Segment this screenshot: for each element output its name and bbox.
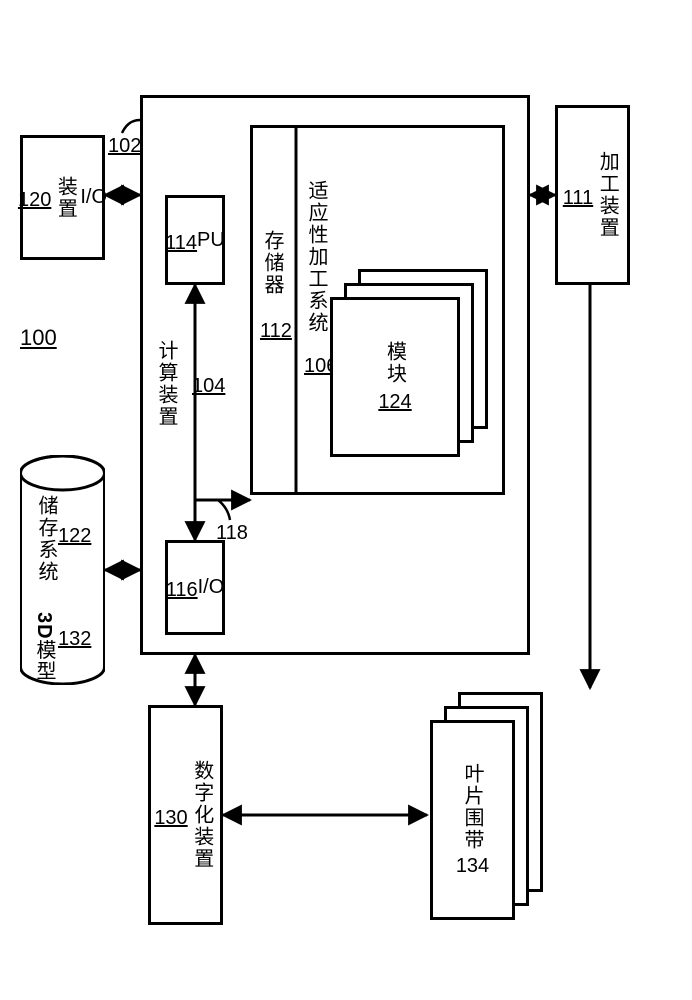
model-3d-prefix: 3D [33, 612, 55, 640]
pu-box: PU 114 [165, 195, 225, 285]
ref-122: 122 [58, 525, 91, 548]
figure-ref-100: 100 [20, 325, 57, 351]
digitizer-label: 数字化装置 [188, 760, 217, 870]
blade-label: 叶片围带 [458, 763, 487, 851]
digitizer-box: 数字化装置 130 [148, 705, 223, 925]
ref-116: 116 [166, 579, 198, 602]
ref-124: 124 [378, 391, 411, 414]
adaptive-system-label: 适应性加工系统 [302, 180, 331, 334]
ref-134: 134 [456, 855, 489, 878]
io-internal-box: I/O 116 [165, 540, 225, 635]
ref-118: 118 [216, 522, 248, 545]
processing-device-box: 加工装置 111 [555, 105, 630, 285]
io-device-label1: I/O [80, 186, 107, 209]
model-3d-label: 模型 [33, 640, 55, 682]
ref-130: 130 [154, 807, 187, 830]
processing-device-label: 加工装置 [593, 151, 622, 239]
ref-102: 102 [108, 135, 141, 158]
computing-device-label: 计算装置 [152, 340, 181, 428]
io-device-box: I/O 装置 120 [20, 135, 105, 260]
ref-120: 120 [18, 189, 51, 212]
memory-label: 存储器 [258, 230, 287, 296]
ref-114: 114 [165, 232, 197, 255]
ref-112: 112 [260, 320, 292, 343]
ref-132: 132 [58, 628, 91, 651]
pu-label: PU [197, 229, 225, 252]
ref-111: 111 [563, 187, 593, 210]
io-internal-label: I/O [198, 576, 225, 599]
io-device-label2: 装置 [51, 176, 80, 220]
module-label: 模块 [381, 341, 410, 385]
storage-label: 储存系统 [32, 495, 61, 583]
ref-104: 104 [192, 375, 225, 398]
